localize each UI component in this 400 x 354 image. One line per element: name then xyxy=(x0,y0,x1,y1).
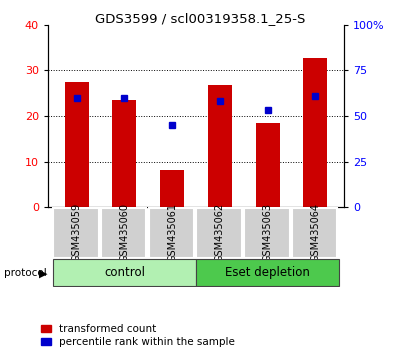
Text: protocol: protocol xyxy=(4,268,47,278)
Bar xyxy=(112,100,136,207)
Bar xyxy=(160,170,184,207)
Bar xyxy=(65,82,88,207)
Text: GSM435062: GSM435062 xyxy=(215,203,225,262)
Legend: transformed count, percentile rank within the sample: transformed count, percentile rank withi… xyxy=(41,324,235,347)
Text: ▶: ▶ xyxy=(39,268,48,278)
Text: Eset depletion: Eset depletion xyxy=(225,266,310,279)
Text: GSM435060: GSM435060 xyxy=(119,203,129,262)
Text: GDS3599 / scl00319358.1_25-S: GDS3599 / scl00319358.1_25-S xyxy=(95,12,305,25)
Text: control: control xyxy=(104,266,145,279)
Bar xyxy=(256,123,280,207)
Text: GSM435064: GSM435064 xyxy=(310,203,320,262)
Bar xyxy=(304,58,327,207)
Text: GSM435059: GSM435059 xyxy=(72,203,82,262)
Text: GSM435061: GSM435061 xyxy=(167,203,177,262)
FancyBboxPatch shape xyxy=(196,208,242,258)
Bar xyxy=(208,85,232,207)
Text: GSM435063: GSM435063 xyxy=(263,203,273,262)
FancyBboxPatch shape xyxy=(149,208,194,258)
FancyBboxPatch shape xyxy=(292,208,337,258)
FancyBboxPatch shape xyxy=(101,208,146,258)
FancyBboxPatch shape xyxy=(244,208,290,258)
FancyBboxPatch shape xyxy=(53,259,196,286)
FancyBboxPatch shape xyxy=(196,259,339,286)
FancyBboxPatch shape xyxy=(53,208,99,258)
